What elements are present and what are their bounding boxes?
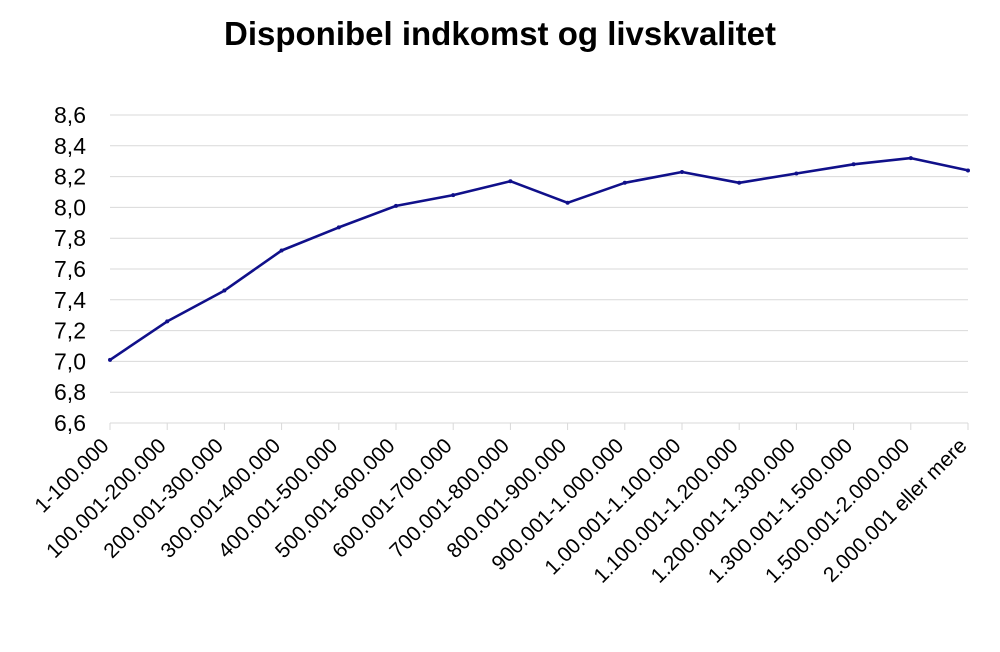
y-tick-label: 8,4 [54,133,86,159]
y-tick-label: 6,6 [54,410,86,436]
data-point [222,288,227,293]
y-tick-label: 8,6 [54,102,86,128]
data-point [794,171,799,176]
data-point [851,162,856,167]
y-tick-label: 7,6 [54,256,86,282]
data-point [508,179,513,184]
series-layer [108,156,970,362]
gridlines [110,114,968,393]
data-point [451,193,456,198]
chart-title: Disponibel indkomst og livskvalitet [224,15,776,52]
data-point [966,168,970,173]
y-tick-label: 7,4 [54,287,86,313]
data-point [165,319,170,324]
data-point [565,200,570,205]
data-point [737,180,742,185]
y-tick-label: 8,0 [54,194,86,220]
y-axis-tick-labels: 6,6 6,8 7,0 7,2 7,4 7,6 7,8 8,0 8,2 8,4 8,6 [54,102,86,436]
x-axis-tick-labels: 1-100.000100.001-200.000200.001-300.0003… [30,434,971,587]
data-point [908,156,913,161]
y-tick-label: 7,2 [54,318,86,344]
x-axis [109,422,969,430]
data-point [108,357,112,362]
y-tick-label: 7,0 [54,348,86,374]
y-tick-label: 6,8 [54,379,86,405]
series-line [109,156,969,361]
data-point [680,169,684,174]
data-point [622,180,627,185]
y-tick-label: 7,8 [54,225,86,251]
y-tick-label: 8,2 [54,164,86,190]
data-point [336,225,341,230]
data-point [394,203,398,208]
data-point [279,248,284,253]
